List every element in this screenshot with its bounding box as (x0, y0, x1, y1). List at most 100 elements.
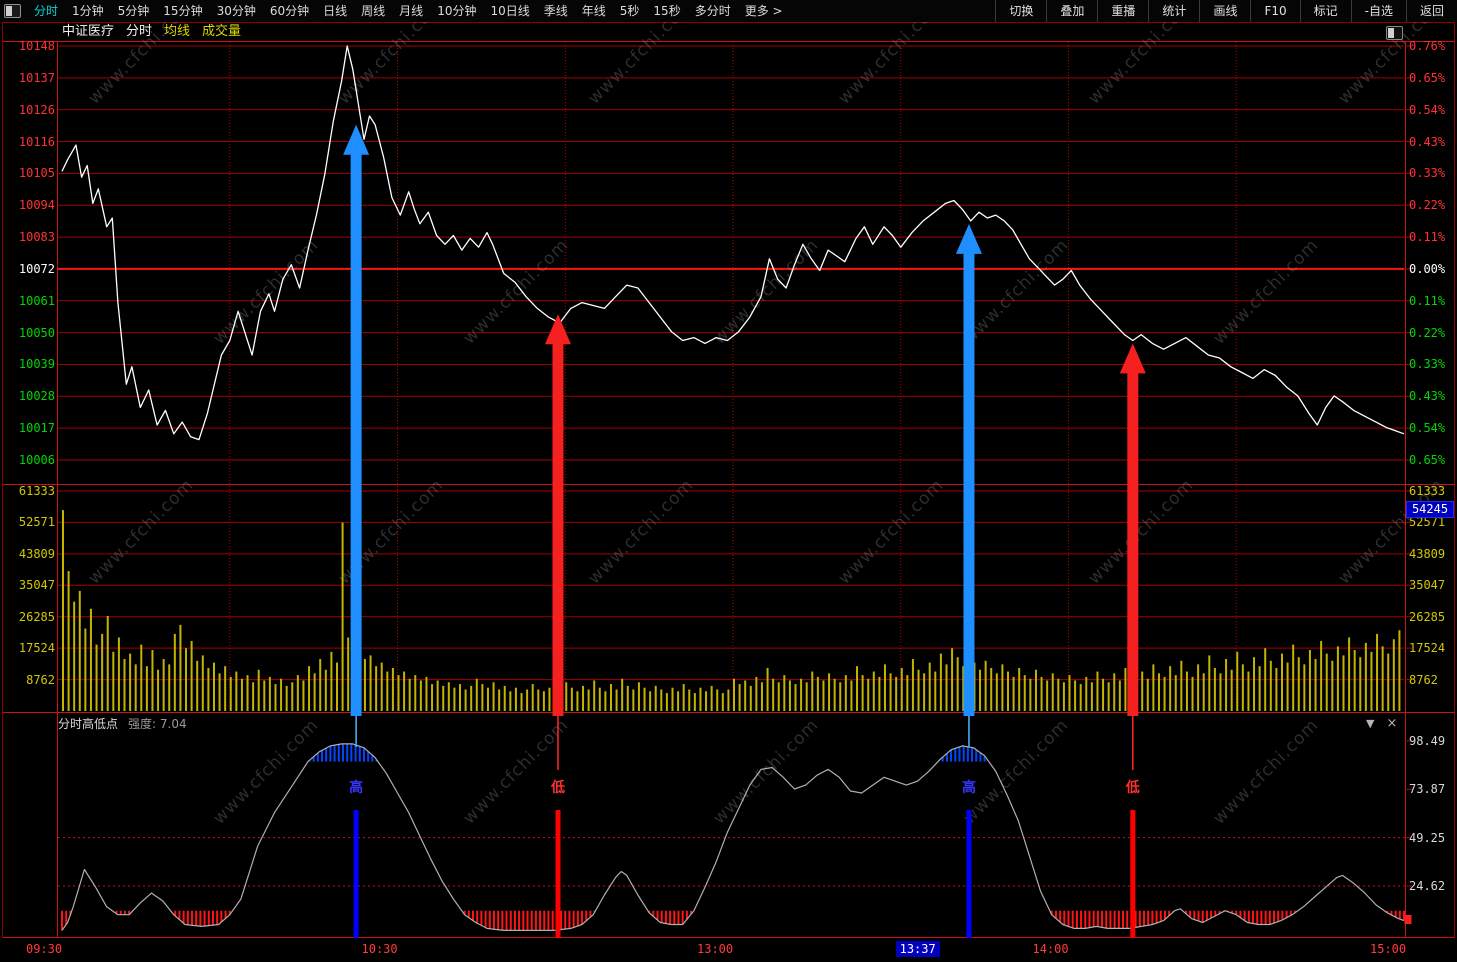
indicator-layer (58, 743, 1412, 932)
percent-axis-label: 0.11% (1409, 293, 1446, 308)
high-signal-bar (966, 810, 972, 950)
time-cursor-label: 13:37 (895, 941, 940, 957)
period-menu: 分时 1分钟 5分钟 15分钟 30分钟 60分钟 日线 周线 月线 10分钟 10日线 季线 年线 5秒… (0, 0, 790, 22)
percent-axis-label: 0.22% (1409, 198, 1446, 213)
watermark-text: www.cfchi.com (959, 715, 1072, 828)
indicator-axis-label: 49.25 (1409, 830, 1446, 845)
percent-axis-label: 0.00% (1409, 261, 1446, 276)
price-axis-label: 10006 (18, 452, 55, 467)
time-axis-label: 14:00 (1032, 942, 1069, 956)
price-axis-label: 10028 (18, 389, 55, 404)
menu-item-季线[interactable]: 季线 (543, 4, 568, 18)
price-axis-label: 10137 (18, 70, 55, 85)
indicator-axis-label: 73.87 (1409, 782, 1446, 797)
volume-overlay-label[interactable]: 成交量 (202, 24, 242, 39)
ma-overlay-label[interactable]: 均线 (164, 24, 191, 39)
volume-axis-label: 17524 (18, 641, 55, 656)
percent-axis-label: 0.54% (1409, 102, 1446, 117)
watermark-text: www.cfchi.com (209, 715, 322, 828)
volume-axis-label: 26285 (1409, 609, 1446, 624)
watermark-text: www.cfchi.com (709, 715, 822, 828)
percent-axis-label: 0.65% (1409, 70, 1446, 85)
indicator-name: 分时高低点 (58, 717, 119, 731)
indicator-curve (61, 743, 1405, 932)
time-axis-label: 13:00 (697, 942, 734, 956)
layout-split-icon[interactable] (4, 4, 21, 18)
menu-item-15分钟[interactable]: 15分钟 (163, 4, 203, 18)
percent-axis-label: 0.22% (1409, 325, 1446, 340)
high-point-label: 高 (349, 779, 363, 796)
top-menu-bar: 分时 1分钟 5分钟 15分钟 30分钟 60分钟 日线 周线 月线 10分钟 10日线 季线 年线 5秒… (0, 0, 1457, 22)
menu-item-月线[interactable]: 月线 (399, 4, 424, 18)
watermark-text: www.cfchi.com (1209, 715, 1322, 828)
volume-axis-label: 35047 (1409, 578, 1446, 593)
percent-axis-label: 0.65% (1409, 452, 1446, 467)
volume-axis-label: 26285 (18, 609, 55, 624)
menu-item-日线[interactable]: 日线 (323, 4, 348, 18)
menu-item-多分时[interactable]: 多分时 (694, 4, 731, 18)
toolbar-item--自选[interactable]: -自选 (1350, 0, 1406, 22)
toolbar-item-统计[interactable]: 统计 (1148, 0, 1199, 22)
toolbar-item-标记[interactable]: 标记 (1299, 0, 1351, 22)
symbol-name: 中证医疗 (62, 24, 115, 39)
price-axis-label: 10148 (18, 39, 55, 53)
menu-item-5分钟[interactable]: 5分钟 (117, 4, 150, 18)
price-axis-label: 10126 (18, 102, 55, 117)
time-axis-label: 10:30 (361, 942, 398, 956)
menu-item-分时[interactable]: 分时 (34, 4, 59, 18)
menu-item-15秒[interactable]: 15秒 (653, 4, 681, 18)
percent-axis-label: 0.33% (1409, 357, 1446, 372)
watermark-text: www.cfchi.com (459, 715, 572, 828)
percent-axis-label: 0.76% (1409, 39, 1446, 53)
watermark-layer: www.cfchi.com www.cfchi.com www.cfchi.com w… (84, 0, 1447, 829)
percent-axis-label: 0.43% (1409, 389, 1446, 404)
menu-item-5秒[interactable]: 5秒 (619, 4, 640, 18)
watermark-text: www.cfchi.com (459, 235, 572, 348)
low-signal-bar (555, 810, 561, 950)
menu-item-30分钟[interactable]: 30分钟 (216, 4, 256, 18)
arrow-up-red-4 (1119, 343, 1146, 716)
volume-axis-label: 61333 (18, 483, 55, 498)
volume-axis-label: 35047 (18, 578, 55, 593)
volume-axis-label: 43809 (18, 546, 55, 561)
volume-axis-label: 43809 (1409, 546, 1446, 561)
volume-current-value-tag: 54245 (1406, 501, 1454, 518)
toolbar-item-返回[interactable]: 返回 (1405, 0, 1457, 22)
watermark-text: www.cfchi.com (584, 475, 697, 588)
indicator-header: 分时高低点 强度: 7.04 (58, 716, 187, 732)
volume-axis-label: 8762 (26, 672, 55, 687)
menu-item-10日线[interactable]: 10日线 (490, 4, 530, 18)
percent-axis-label: 0.54% (1409, 421, 1446, 436)
watermark-text: www.cfchi.com (84, 475, 197, 588)
toolbar-menu: 切换 叠加 重播 统计 画线 F10 标记 -自选 返回 (995, 0, 1457, 22)
toolbar-item-重播[interactable]: 重播 (1097, 0, 1148, 22)
toolbar-item-叠加[interactable]: 叠加 (1046, 0, 1097, 22)
menu-item-10分钟[interactable]: 10分钟 (437, 4, 477, 18)
price-axis-label: 10017 (18, 421, 55, 436)
chart-title-row: 中证医疗 分时 均线 成交量 (62, 24, 241, 40)
price-axis-label: 10072 (18, 261, 55, 276)
indicator-axis-label: 98.49 (1409, 733, 1446, 748)
toolbar-item-切换[interactable]: 切换 (995, 0, 1046, 22)
menu-item-周线[interactable]: 周线 (361, 4, 386, 18)
volume-axis-label: 52571 (18, 515, 55, 530)
low-point-label: 低 (550, 779, 565, 796)
indicator-controls: ▼ × (1366, 717, 1397, 731)
price-line (61, 45, 1405, 441)
toolbar-item-画线[interactable]: 画线 (1199, 0, 1250, 22)
chevron-down-icon[interactable]: ▼ (1366, 717, 1375, 730)
price-axis-label: 10083 (18, 230, 55, 245)
close-icon[interactable]: × (1386, 716, 1398, 731)
menu-item-更多 >[interactable]: 更多 > (744, 4, 783, 18)
window-split-icon[interactable] (1386, 26, 1403, 40)
menu-item-60分钟[interactable]: 60分钟 (269, 4, 310, 18)
menu-item-1分钟[interactable]: 1分钟 (72, 4, 104, 18)
watermark-text: www.cfchi.com (834, 475, 947, 588)
time-axis-label: 15:00 (1370, 942, 1407, 956)
menu-item-年线[interactable]: 年线 (581, 4, 606, 18)
volume-bars (62, 510, 1401, 711)
toolbar-item-F10[interactable]: F10 (1250, 0, 1299, 22)
period-menu-items: 分时 1分钟 5分钟 15分钟 30分钟 60分钟 日线 周线 月线 10分钟 10日线 季线 年线 5秒… (27, 0, 790, 22)
percent-axis-label: 0.43% (1409, 134, 1446, 149)
